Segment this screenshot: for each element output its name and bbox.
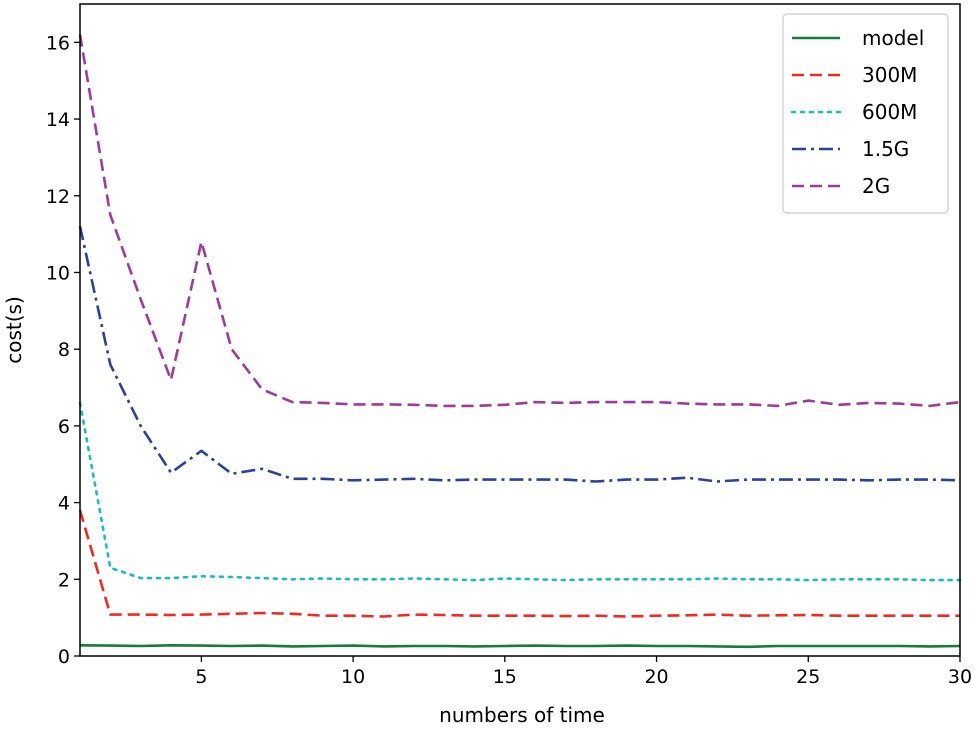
axis-ticks: 5 10 15 20 25 30 0 2 4 6 8 10 12 14 16 xyxy=(46,32,972,688)
legend-box xyxy=(782,13,949,214)
x-tick-label: 20 xyxy=(644,666,668,688)
x-tick-label: 25 xyxy=(796,666,820,688)
series-line-model xyxy=(79,643,961,649)
y-tick-label: 16 xyxy=(46,32,70,54)
y-tick-label: 0 xyxy=(58,646,70,668)
y-tick-label: 14 xyxy=(46,109,70,131)
series-line-1-5g xyxy=(78,226,961,483)
legend-label-1-5g: 1.5G xyxy=(862,137,909,161)
y-tick-label: 10 xyxy=(46,262,70,284)
legend-label-300m: 300M xyxy=(862,63,917,87)
x-tick-label: 5 xyxy=(195,666,207,688)
legend-label-600m: 600M xyxy=(862,100,917,124)
legend: model 300M 600M 1.5G 2G xyxy=(782,13,949,214)
series-line-600m xyxy=(78,401,962,582)
plot-frame xyxy=(79,3,961,657)
x-tick-label: 30 xyxy=(948,666,972,688)
legend-label-2g: 2G xyxy=(862,174,890,198)
series-line-2g xyxy=(78,34,961,408)
x-axis-label: numbers of time xyxy=(439,703,605,727)
x-tick-label: 15 xyxy=(493,666,517,688)
y-tick-label: 6 xyxy=(58,416,70,438)
y-tick-label: 4 xyxy=(58,493,70,515)
y-tick-label: 8 xyxy=(58,339,70,361)
legend-label-model: model xyxy=(862,26,924,50)
series-line-300m xyxy=(78,509,960,618)
y-tick-label: 12 xyxy=(46,186,70,208)
y-tick-label: 2 xyxy=(58,569,70,591)
y-axis-label: cost(s) xyxy=(2,296,26,364)
x-tick-label: 10 xyxy=(341,666,365,688)
series-layer xyxy=(78,34,962,649)
